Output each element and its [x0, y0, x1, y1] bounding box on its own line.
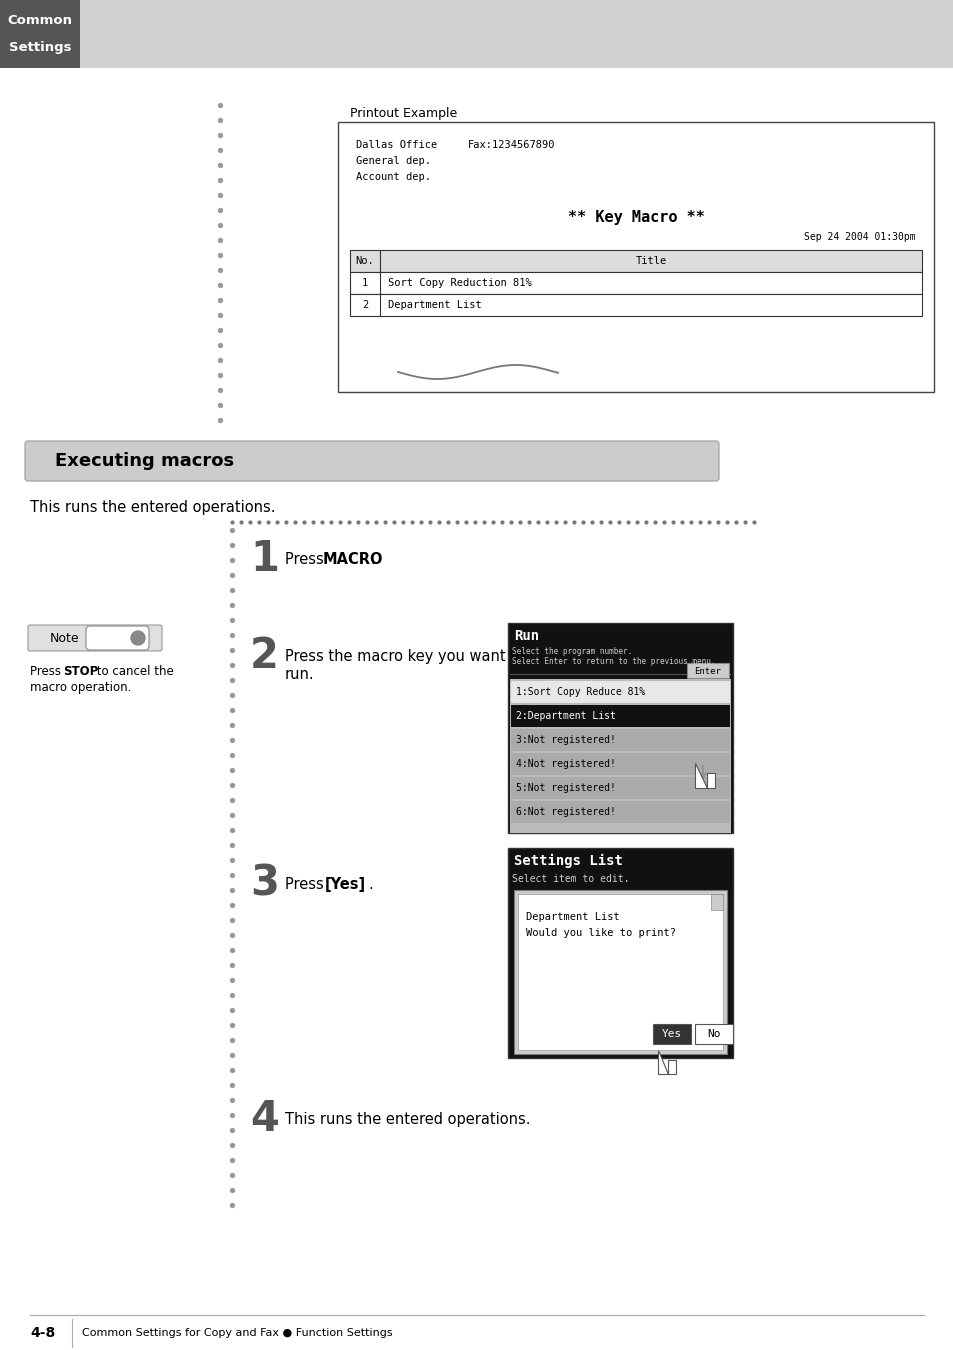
Text: 4-8: 4-8 [30, 1326, 55, 1341]
Text: .: . [368, 878, 373, 892]
Text: Sort Copy Reduction 81%: Sort Copy Reduction 81% [388, 278, 531, 288]
Polygon shape [695, 763, 714, 788]
Bar [0, 0, 80, 68]
Bar [511, 753, 729, 775]
Bar [350, 271, 921, 294]
Text: Department List: Department List [525, 913, 619, 922]
Bar [517, 894, 722, 1050]
FancyBboxPatch shape [686, 663, 728, 678]
Bar [507, 848, 732, 1058]
Bar [350, 250, 921, 271]
Text: Run: Run [514, 629, 538, 643]
Bar [510, 679, 730, 833]
Text: Select the program number.: Select the program number. [512, 647, 632, 656]
Text: ** Key Macro **: ** Key Macro ** [567, 211, 703, 225]
FancyBboxPatch shape [86, 626, 149, 649]
Text: Press: Press [285, 552, 328, 567]
Text: Dallas Office: Dallas Office [355, 140, 436, 150]
Text: No: No [706, 1029, 720, 1040]
Text: Select item to edit.: Select item to edit. [512, 873, 629, 884]
Bar [514, 890, 726, 1054]
Text: Settings: Settings [9, 42, 71, 54]
Text: Common: Common [8, 14, 72, 27]
Text: Press: Press [30, 666, 65, 678]
Text: Department List: Department List [388, 300, 481, 310]
Text: Enter: Enter [694, 667, 720, 675]
Bar [710, 894, 722, 910]
Bar [511, 680, 729, 703]
Text: Settings List: Settings List [514, 855, 622, 868]
Text: 4:Not registered!: 4:Not registered! [516, 759, 616, 769]
FancyBboxPatch shape [25, 441, 719, 481]
Bar [695, 1025, 732, 1044]
Text: 1:Sort Copy Reduce 81%: 1:Sort Copy Reduce 81% [516, 687, 644, 697]
Text: Would you like to print?: Would you like to print? [525, 927, 676, 938]
Text: No.: No. [355, 256, 374, 266]
Text: Fax:1234567890: Fax:1234567890 [468, 140, 555, 150]
Text: macro operation.: macro operation. [30, 680, 132, 694]
Bar [511, 801, 729, 824]
Text: 6:Not registered!: 6:Not registered! [516, 807, 616, 817]
Text: Sep 24 2004 01:30pm: Sep 24 2004 01:30pm [803, 232, 915, 242]
Text: This runs the entered operations.: This runs the entered operations. [30, 500, 275, 514]
Text: Executing macros: Executing macros [55, 452, 233, 470]
Text: Press: Press [285, 878, 328, 892]
Text: run.: run. [285, 667, 314, 682]
Text: Note: Note [50, 632, 79, 644]
Bar [511, 705, 729, 728]
Text: .: . [370, 552, 375, 567]
Text: This runs the entered operations.: This runs the entered operations. [285, 1112, 530, 1127]
Text: Common Settings for Copy and Fax ● Function Settings: Common Settings for Copy and Fax ● Funct… [82, 1328, 393, 1338]
Text: 2: 2 [361, 300, 368, 310]
Text: Select Enter to return to the previous menu.: Select Enter to return to the previous m… [512, 657, 715, 666]
Text: to cancel the: to cancel the [92, 666, 173, 678]
Bar [511, 778, 729, 799]
Text: 5:Not registered!: 5:Not registered! [516, 783, 616, 792]
Text: 3: 3 [250, 863, 278, 904]
Text: Printout Example: Printout Example [350, 107, 456, 120]
FancyBboxPatch shape [28, 625, 162, 651]
Text: 3:Not registered!: 3:Not registered! [516, 734, 616, 745]
Text: 1: 1 [250, 539, 278, 580]
Text: Yes: Yes [661, 1029, 681, 1040]
Bar [80, 0, 953, 68]
Text: 4: 4 [250, 1098, 278, 1139]
Text: [Yes]: [Yes] [325, 878, 366, 892]
Text: MACRO: MACRO [323, 552, 383, 567]
Bar [337, 122, 933, 392]
Bar [507, 622, 732, 833]
Text: STOP: STOP [63, 666, 98, 678]
Circle shape [131, 630, 145, 645]
Text: 2: 2 [250, 634, 278, 676]
Bar [350, 294, 921, 316]
Text: Title: Title [635, 256, 666, 266]
Polygon shape [658, 1050, 676, 1075]
Text: Account dep.: Account dep. [355, 171, 431, 182]
Text: 2:Department List: 2:Department List [516, 711, 616, 721]
Bar [511, 729, 729, 751]
Bar [652, 1025, 690, 1044]
Text: 1: 1 [361, 278, 368, 288]
Text: Press the macro key you want to: Press the macro key you want to [285, 649, 524, 664]
Text: General dep.: General dep. [355, 157, 431, 166]
